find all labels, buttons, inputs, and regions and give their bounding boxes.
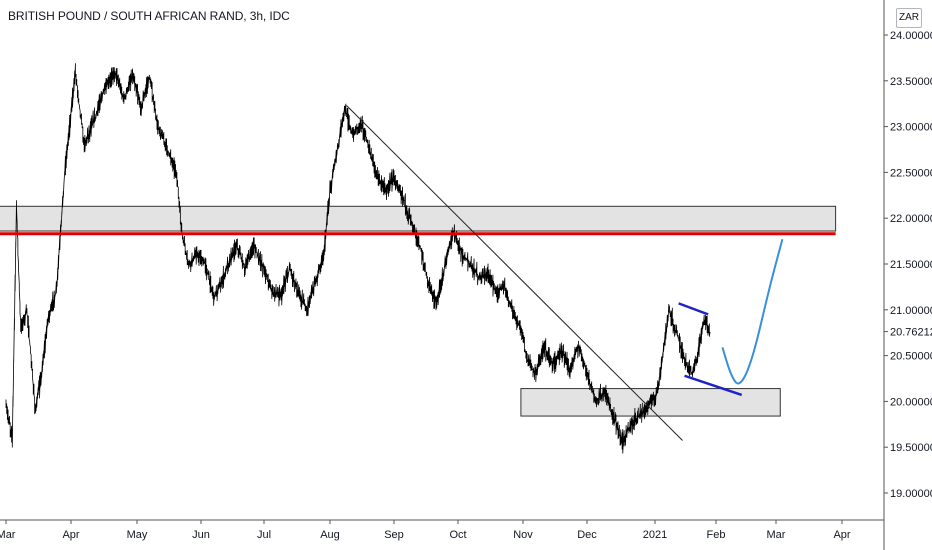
x-tick-label: Aug <box>320 529 340 541</box>
flag-top-line <box>678 302 709 316</box>
resistance-zone <box>0 205 837 232</box>
x-tick-label: Mar <box>0 529 16 541</box>
currency-label[interactable]: ZAR <box>896 8 922 28</box>
y-tick-label: 19.50000 <box>890 442 932 454</box>
last-price-label: 20.76212 <box>890 327 932 339</box>
projection-curve <box>721 239 784 385</box>
trendline <box>346 105 683 441</box>
y-tick-label: 22.50000 <box>890 167 932 179</box>
x-tick-label: Feb <box>707 529 726 541</box>
y-tick-label: 21.00000 <box>890 305 932 317</box>
y-tick-label: 20.50000 <box>890 351 932 363</box>
chart-title: BRITISH POUND / SOUTH AFRICAN RAND, 3h, … <box>8 9 290 23</box>
x-tick-label: Oct <box>449 529 466 541</box>
y-tick-label: 21.50000 <box>890 259 932 271</box>
x-tick-label: May <box>127 529 148 541</box>
y-tick-label: 24.00000 <box>890 30 932 42</box>
y-tick-label: 22.00000 <box>890 213 932 225</box>
y-tick-label: 23.00000 <box>890 122 932 134</box>
x-tick-label: Jun <box>192 529 210 541</box>
price-series <box>5 63 711 454</box>
x-tick-label: Apr <box>833 529 850 541</box>
x-tick-label: Jul <box>257 529 271 541</box>
y-tick-label: 19.00000 <box>890 488 932 500</box>
flag-bottom-line <box>684 374 743 397</box>
x-tick-label: Nov <box>513 529 533 541</box>
x-tick-label: Apr <box>62 529 79 541</box>
x-tick-label: 2021 <box>643 529 667 541</box>
x-tick-label: Sep <box>384 529 404 541</box>
y-tick-label: 20.00000 <box>890 396 932 408</box>
x-tick-label: Dec <box>577 529 597 541</box>
y-tick-label: 23.50000 <box>890 76 932 88</box>
x-tick-label: Mar <box>767 529 786 541</box>
